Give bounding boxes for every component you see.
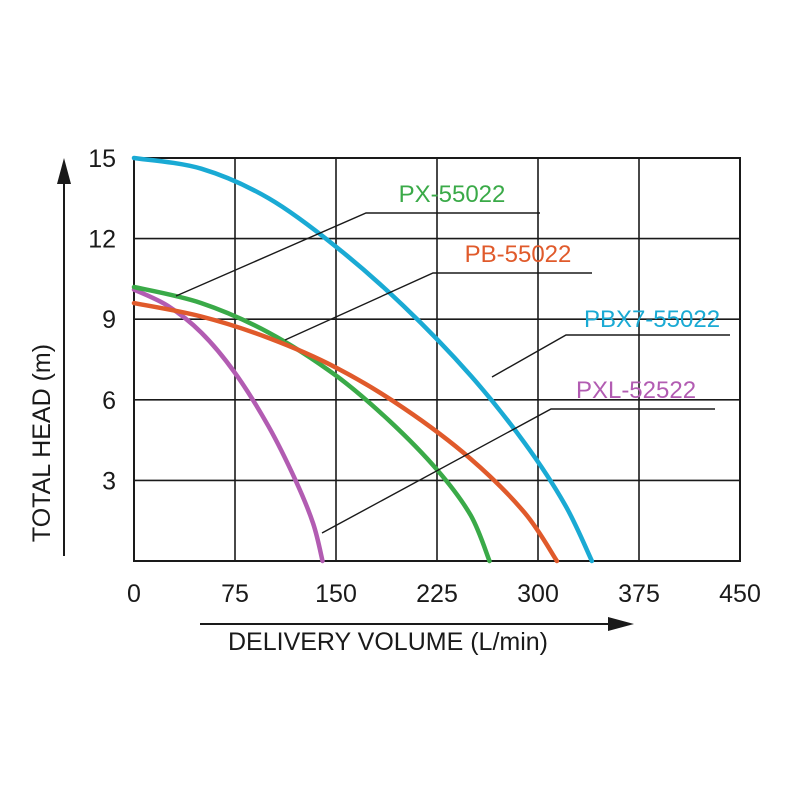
series-curves bbox=[131, 155, 595, 564]
series-label-pb-55022: PB-55022 bbox=[465, 241, 572, 268]
series-label-pbx7-55022: PBX7-55022 bbox=[584, 306, 720, 333]
y-axis-title: TOTAL HEAD (m) bbox=[28, 344, 56, 542]
series-line-pb-55022 bbox=[131, 300, 560, 564]
leader-lines bbox=[175, 212, 730, 534]
series-line-px-55022 bbox=[131, 284, 492, 564]
x-axis-title: DELIVERY VOLUME (L/min) bbox=[228, 628, 548, 656]
y-axis-arrow-head bbox=[57, 158, 71, 184]
x-tick-label: 0 bbox=[127, 580, 141, 608]
series-label-px-55022: PX-55022 bbox=[399, 181, 506, 208]
y-tick-label: 9 bbox=[102, 306, 116, 334]
leader-line-pxl-52522 bbox=[321, 408, 715, 534]
x-tick-labels: 0 75 150 225 300 375 450 bbox=[127, 580, 761, 608]
leader-line-pb-55022 bbox=[284, 272, 592, 341]
y-tick-labels: 3 6 9 12 15 bbox=[88, 145, 116, 495]
y-tick-label: 12 bbox=[88, 226, 116, 254]
x-tick-label: 375 bbox=[618, 580, 660, 608]
grid bbox=[134, 158, 740, 561]
series-label-pxl-52522: PXL-52522 bbox=[576, 377, 696, 404]
series-line-pbx7-55022 bbox=[131, 155, 595, 564]
plot-frame bbox=[133, 157, 741, 562]
x-tick-label: 450 bbox=[719, 580, 761, 608]
x-tick-label: 300 bbox=[517, 580, 559, 608]
x-axis-arrow-head bbox=[608, 617, 634, 631]
leader-line-px-55022 bbox=[175, 212, 540, 297]
x-tick-label: 225 bbox=[416, 580, 458, 608]
y-tick-label: 6 bbox=[102, 387, 116, 415]
series-labels: PX-55022 PB-55022 PBX7-55022 PXL-52522 bbox=[399, 181, 720, 404]
leader-line-pbx7-55022 bbox=[491, 334, 730, 378]
y-tick-label: 15 bbox=[88, 145, 116, 173]
x-tick-label: 150 bbox=[315, 580, 357, 608]
y-tick-label: 3 bbox=[102, 467, 116, 495]
x-tick-label: 75 bbox=[221, 580, 249, 608]
